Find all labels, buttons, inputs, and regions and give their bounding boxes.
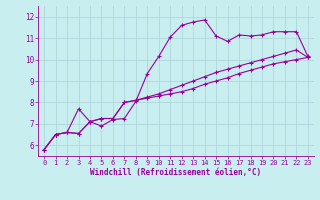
X-axis label: Windchill (Refroidissement éolien,°C): Windchill (Refroidissement éolien,°C) — [91, 168, 261, 177]
